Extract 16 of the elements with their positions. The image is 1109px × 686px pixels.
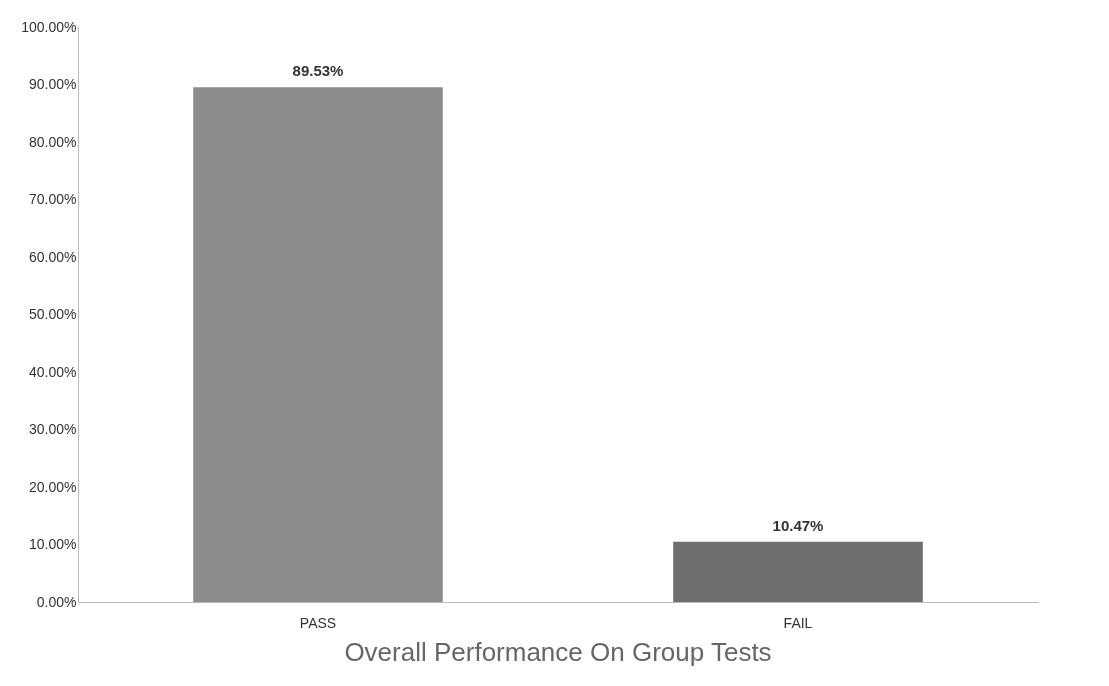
y-tick-label: 10.00% bbox=[29, 536, 77, 552]
y-tick-label: 60.00% bbox=[29, 248, 77, 265]
data-label: 10.47% bbox=[772, 516, 824, 534]
y-tick-label: 100.00% bbox=[21, 18, 77, 35]
x-tick-label: PASS bbox=[299, 614, 337, 631]
y-tick-label: 70.00% bbox=[29, 191, 77, 207]
y-tick-label: 90.00% bbox=[29, 76, 77, 92]
text: Overall Performance On Group Tests bbox=[344, 637, 772, 667]
y-tick-label: 20.00% bbox=[29, 478, 77, 495]
y-tick-label: 30.00% bbox=[29, 421, 77, 437]
y-tick-label: 80.00% bbox=[29, 133, 77, 150]
data-label: 89.53% bbox=[292, 62, 344, 80]
x-tick-label: FAIL bbox=[783, 614, 813, 631]
y-tick-label: 40.00% bbox=[29, 363, 77, 380]
y-tick-label: 0.00% bbox=[36, 593, 77, 610]
y-tick-label: 50.00% bbox=[29, 306, 77, 322]
